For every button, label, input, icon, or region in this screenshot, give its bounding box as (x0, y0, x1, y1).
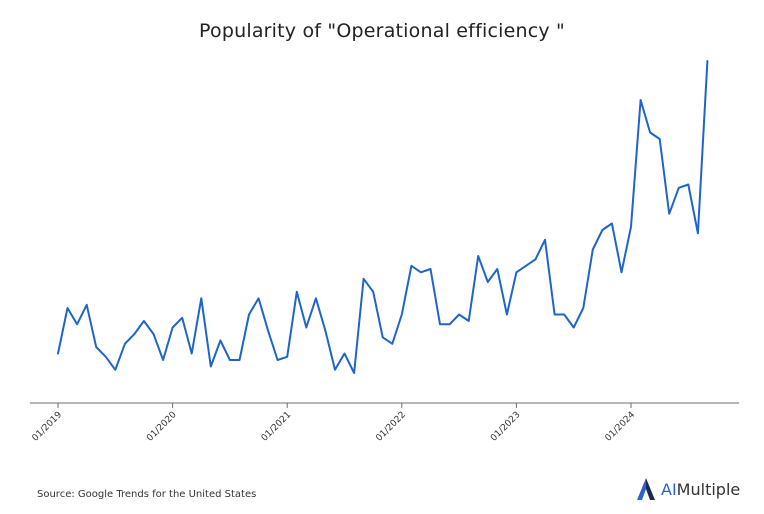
x-tick-label: 01/2020 (145, 410, 179, 444)
x-tick-label: 01/2024 (604, 410, 638, 444)
source-note: Source: Google Trends for the United Sta… (37, 489, 257, 500)
aimultiple-logo-icon (637, 478, 655, 500)
x-tick-label: 01/2023 (489, 410, 523, 444)
x-tick-label: 01/2019 (31, 410, 65, 444)
x-tick-label: 01/2021 (260, 410, 294, 444)
x-axis-ticks: 01/2019 01/2020 01/2021 01/2022 01/2023 01/20… (31, 403, 638, 444)
line-chart: 01/2019 01/2020 01/2021 01/2022 01/2023 01/20… (30, 60, 739, 444)
series-line (57, 60, 709, 374)
aimultiple-logo-text: AIMultiple (661, 479, 741, 499)
aimultiple-logo: AIMultiple (637, 477, 740, 501)
chart-title: Popularity of "Operational efficiency " (199, 20, 565, 42)
x-tick-label: 01/2022 (374, 410, 408, 444)
